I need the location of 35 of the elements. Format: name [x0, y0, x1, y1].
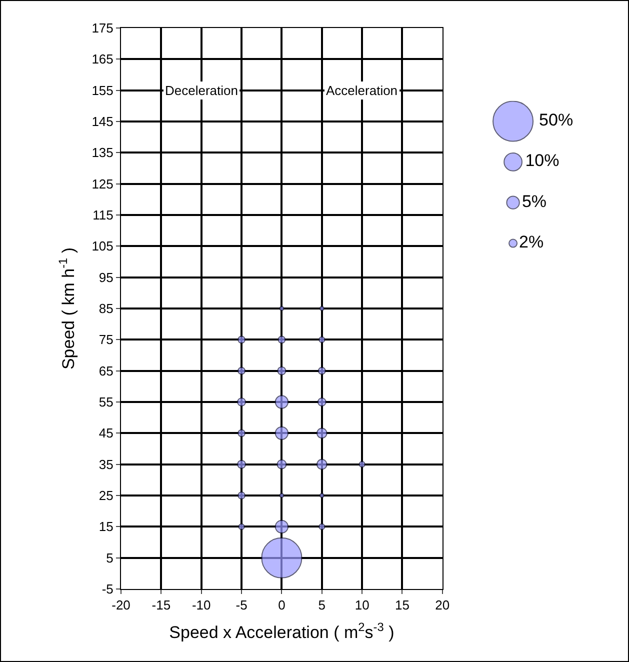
y-tick-label: 25	[98, 488, 114, 504]
y-tick-label: 105	[92, 238, 114, 254]
y-tick-label: 125	[92, 176, 114, 192]
x-tick-label: -10	[192, 598, 211, 613]
y-tick-label: 155	[92, 82, 114, 98]
x-tick-label: 15	[395, 598, 410, 613]
annotation: Acceleration	[326, 83, 398, 98]
annotation: Deceleration	[165, 83, 238, 98]
y-tick-label: 35	[98, 456, 114, 472]
y-tick-label: 175	[92, 20, 114, 36]
x-tick-label: -5	[236, 598, 248, 613]
x-tick-label: -15	[152, 598, 171, 613]
y-tick-label: 75	[98, 332, 114, 348]
legend-label: 5%	[522, 192, 547, 211]
y-tick-label: 5	[106, 550, 114, 566]
y-tick-label: -5	[102, 582, 114, 597]
y-tick-label: 85	[98, 301, 114, 316]
legend-label: 2%	[519, 232, 544, 252]
y-tick-label: 115	[92, 208, 114, 223]
x-tick-label: 0	[278, 598, 286, 613]
y-tick-label: 45	[98, 426, 114, 441]
y-tick-label: 95	[98, 270, 114, 285]
legend-label: 50%	[539, 110, 574, 130]
legend-label: 10%	[525, 151, 560, 170]
y-tick-label: 165	[92, 52, 114, 67]
y-tick-label: 135	[92, 145, 114, 160]
y-tick-label: 15	[98, 519, 114, 534]
y-tick-label: 65	[98, 363, 114, 378]
x-tick-label: 10	[354, 598, 370, 613]
x-tick-label: -20	[112, 598, 130, 613]
x-axis-title: Speed x Acceleration ( m$^{2}$s$^{-3}$ )	[169, 620, 394, 642]
x-tick-label: 20	[435, 598, 450, 613]
x-tick-label: 5	[318, 598, 326, 613]
y-tick-label: 145	[92, 114, 114, 130]
y-tick-label: 55	[98, 394, 114, 410]
